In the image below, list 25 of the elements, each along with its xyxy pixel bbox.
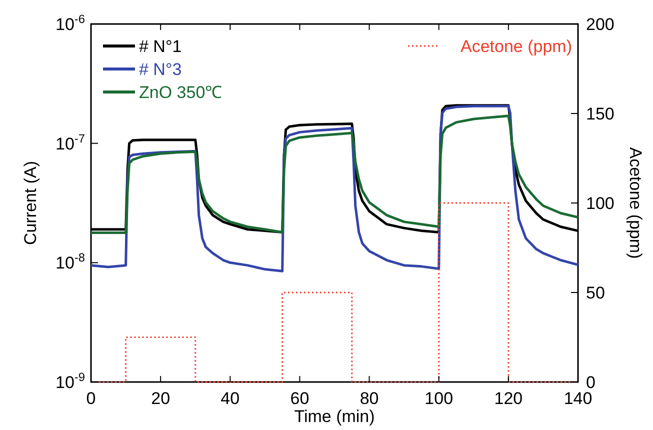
x-tick-label: 120	[494, 389, 523, 408]
legend-label: # N°1	[139, 37, 182, 56]
legend-label: Acetone (ppm)	[460, 37, 572, 56]
x-tick-label: 0	[86, 389, 96, 408]
y-tick-label: 10$^{-6}$	[56, 12, 86, 34]
y-axis-title: Current (A)	[21, 160, 40, 246]
y2-tick-label: 100	[586, 194, 614, 213]
x-tick-label: 40	[220, 389, 240, 408]
y2-tick-label: 50	[586, 284, 605, 302]
y2-tick-label: 200	[586, 15, 614, 34]
x-axis-title: Time (min)	[294, 407, 375, 426]
legend-label: ZnO 350℃	[139, 83, 222, 102]
x-tick-label: 20	[151, 389, 170, 408]
x-tick-label: 60	[290, 389, 310, 408]
x-tick-label: 140	[564, 389, 592, 408]
x-tick-label: 80	[360, 389, 379, 408]
y2-axis-title: Acetone (ppm)	[626, 147, 645, 259]
x-tick-label: 100	[424, 389, 454, 408]
line-series	[90, 202, 579, 383]
y2-tick-label: 150	[586, 104, 614, 124]
y-tick-label: 10$^{-7}$	[56, 131, 86, 154]
y2-tick-label: 0	[586, 373, 596, 392]
y-tick-label: 10$^{-9}$	[56, 370, 86, 392]
legend-label: # N°3	[139, 60, 182, 79]
y-tick-label: 10$^{-8}$	[56, 250, 86, 273]
